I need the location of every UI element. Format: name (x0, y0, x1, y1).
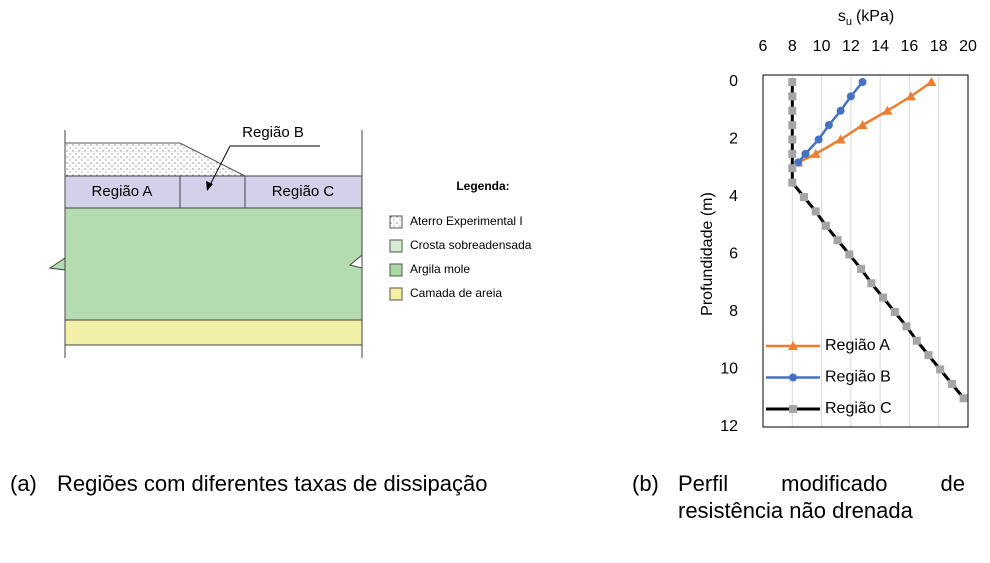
data-point (857, 120, 868, 130)
data-point (879, 293, 888, 302)
data-point (835, 134, 846, 144)
data-point (814, 135, 823, 144)
data-point (833, 236, 842, 245)
x-axis-title: su (kPa) (838, 8, 894, 28)
data-point (867, 279, 876, 288)
legend-marker (788, 341, 798, 350)
data-point (926, 77, 937, 86)
data-point (936, 365, 945, 374)
x-tick-label: 18 (930, 38, 948, 55)
data-point (788, 164, 797, 173)
data-point (912, 336, 921, 345)
plot-frame (762, 74, 969, 428)
y-tick-label: 10 (720, 361, 738, 378)
y-tick-label: 12 (720, 418, 738, 435)
caption-tag: (a) (10, 471, 37, 496)
x-tick-label: 10 (813, 38, 831, 55)
x-tick-label: 20 (959, 38, 977, 55)
x-label-sub: u (846, 16, 852, 28)
legend-marker (789, 405, 797, 413)
arrow-head (206, 181, 213, 191)
data-point (890, 308, 899, 316)
data-point (788, 121, 797, 130)
caption-tag: (b) (632, 471, 659, 496)
data-point (846, 92, 855, 101)
data-point (788, 178, 797, 187)
legend-label: Argila mole (410, 262, 470, 276)
embankment (64, 142, 246, 177)
y-tick-label: 2 (729, 131, 738, 148)
data-point (858, 78, 867, 86)
data-point (857, 264, 866, 273)
legend-title: Legenda: (456, 179, 509, 193)
data-point (845, 250, 854, 259)
legend-swatch (389, 263, 403, 277)
caption: (a) Regiões com diferentes taxas de diss… (10, 470, 560, 497)
x-label-main: s (838, 8, 846, 25)
data-point (788, 106, 797, 115)
data-point (905, 91, 916, 101)
data-point (902, 322, 911, 331)
clay-layer (50, 208, 362, 320)
x-label-unit: (kPa) (856, 8, 894, 25)
data-point (924, 351, 933, 360)
x-tick-label: 12 (842, 38, 860, 55)
data-point (810, 148, 821, 158)
region-label: Região C (272, 183, 335, 200)
x-tick-label: 14 (871, 38, 889, 55)
data-point (788, 78, 797, 86)
data-point (788, 135, 797, 144)
legend-label: Aterro Experimental I (410, 214, 523, 228)
data-point (788, 149, 797, 158)
data-point (788, 92, 797, 101)
legend-label: Região A (825, 337, 890, 354)
data-point (811, 207, 820, 216)
y-tick-label: 8 (729, 303, 738, 320)
profile-chart: su (kPa) Profundidade (m) 6 8 10 12 14 16 18 20 0… (699, 8, 977, 435)
legend-swatch (389, 287, 403, 301)
data-point (800, 193, 808, 201)
x-tick-label: 6 (759, 38, 768, 55)
region-label: Região A (92, 183, 153, 200)
data-point (836, 106, 845, 115)
sand-layer (64, 319, 363, 346)
legend-label: Crosta sobreadensada (410, 238, 532, 252)
legend-label: Região C (825, 400, 892, 417)
caption-text: Perfil modificado de resistência não dre… (678, 471, 965, 523)
data-point (821, 221, 830, 230)
soil-diagram: Região A Região B Região C Legenda: Ater… (48, 124, 532, 358)
y-tick-label: 4 (729, 188, 738, 205)
legend-marker (789, 373, 797, 382)
region-label: Região B (242, 124, 304, 141)
data-point (959, 394, 968, 403)
data-point (947, 379, 956, 388)
data-point (801, 149, 810, 158)
y-tick-label: 6 (729, 246, 738, 263)
legend-swatch (389, 215, 403, 229)
legend-swatch (389, 239, 403, 253)
caption-text: Regiões com diferentes taxas de dissipaç… (57, 471, 488, 496)
data-point (882, 105, 893, 115)
y-tick-label: 0 (729, 73, 738, 90)
leader (209, 145, 231, 186)
caption: (b) Perfil modificado de resistência não… (632, 470, 972, 523)
legend-label: Região B (825, 369, 891, 386)
legend-label: Camada de areia (410, 286, 502, 300)
x-tick-label: 16 (901, 38, 919, 55)
data-point (824, 121, 833, 130)
x-tick-label: 8 (788, 38, 797, 55)
y-axis-title: Profundidade (m) (699, 192, 716, 316)
